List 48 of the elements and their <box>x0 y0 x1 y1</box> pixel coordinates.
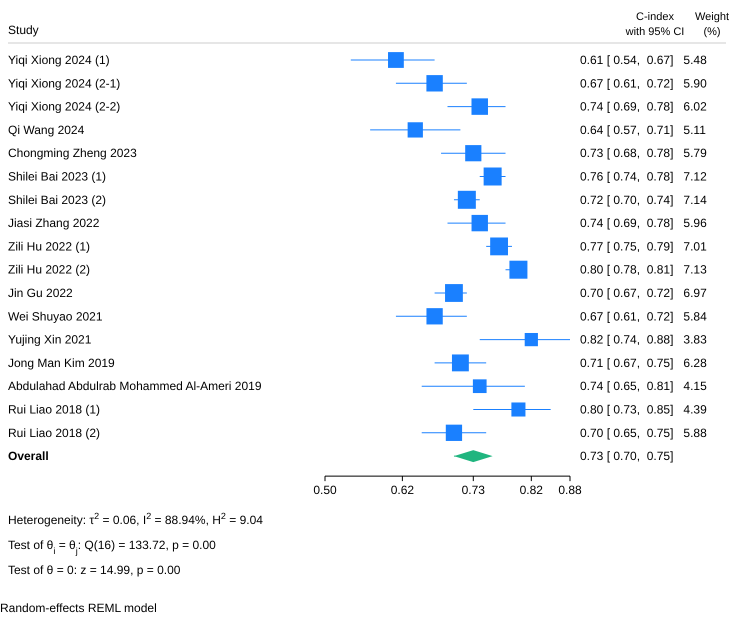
text: Heterogeneity: τ$^{2}$ = 0.06, I$^{2}$ = 88.94%, H$^{2}$ = 9.04 <box>8 511 264 528</box>
y-tick-label: Rui Liao 2018 (2) <box>8 426 100 440</box>
data-label: 0.82 [ 0.74, 0.88] 3.83 <box>580 332 708 347</box>
y-tick-label: Overall <box>8 449 49 464</box>
data-label: 0.77 [ 0.75, 0.79] 7.01 <box>580 239 708 254</box>
data-label: 0.72 [ 0.70, 0.74] 7.14 <box>580 192 708 207</box>
y-axis-title: Study <box>8 23 39 37</box>
x-tick-label: 0.88 <box>558 483 582 498</box>
data-label: 0.74 [ 0.65, 0.81] 4.15 <box>580 379 708 394</box>
text: Weight (%) <box>694 11 730 38</box>
data-label: 0.74 [ 0.69, 0.78] 5.96 <box>580 216 708 230</box>
y-tick-label: Yujing Xin 2021 <box>8 332 92 347</box>
data-label: 0.80 [ 0.78, 0.81] 7.13 <box>580 262 708 277</box>
y-tick-label: Zili Hu 2022 (2) <box>8 262 90 277</box>
data-label: 0.73 [ 0.68, 0.78] 5.79 <box>580 146 708 160</box>
data-label: 0.76 [ 0.74, 0.78] 7.12 <box>580 170 708 184</box>
y-tick-label: Jin Gu 2022 <box>8 286 74 300</box>
x-tick-label: 0.73 <box>462 483 486 498</box>
x-tick-label: 0.62 <box>390 483 414 498</box>
text: Random-effects REML model <box>0 601 157 615</box>
y-tick-label: Jiasi Zhang 2022 <box>8 216 100 230</box>
text: C-index with 95% CI <box>624 11 684 38</box>
y-tick-label: Yiqi Xiong 2024 (2-1) <box>8 76 120 90</box>
y-tick-label: Wei Shuyao 2021 <box>8 309 103 324</box>
y-tick-label: Jong Man Kim 2019 <box>8 356 116 370</box>
y-tick-label: Zili Hu 2022 (1) <box>8 239 90 254</box>
data-label: 0.70 [ 0.67, 0.72] 6.97 <box>580 286 708 300</box>
data-label: 0.64 [ 0.57, 0.71] 5.11 <box>580 122 706 137</box>
data-label: 0.71 [ 0.67, 0.75] 6.28 <box>580 356 708 370</box>
data-label: 0.70 [ 0.65, 0.75] 5.88 <box>580 426 708 440</box>
text: Test of θ = 0: z = 14.99, p = 0.00 <box>8 563 181 578</box>
data-label: 0.67 [ 0.61, 0.72] 5.90 <box>580 76 708 90</box>
data-label: 0.61 [ 0.54, 0.67] 5.48 <box>580 53 708 67</box>
y-tick-label: Yiqi Xiong 2024 (1) <box>8 53 110 67</box>
y-tick-label: Shilei Bai 2023 (1) <box>8 170 106 184</box>
text: Test of θ$_{i}$ = θ$_{j}$: Q(16) = 133.72, p = 0.00 <box>8 538 216 556</box>
y-tick-label: Shilei Bai 2023 (2) <box>8 192 106 207</box>
x-tick-label: 0.50 <box>313 483 337 498</box>
y-tick-label: Chongming Zheng 2023 <box>8 146 138 160</box>
data-label: 0.67 [ 0.61, 0.72] 5.84 <box>580 309 708 324</box>
y-tick-label: Abdulahad Abdulrab Mohammed Al-Ameri 2019 <box>8 379 262 394</box>
y-tick-label: Yiqi Xiong 2024 (2-2) <box>8 100 120 114</box>
x-tick-label: 0.82 <box>520 483 544 498</box>
y-tick-label: Rui Liao 2018 (1) <box>8 402 100 416</box>
data-label: 0.74 [ 0.69, 0.78] 6.02 <box>580 100 708 114</box>
y-tick-label: Qi Wang 2024 <box>8 122 85 137</box>
text: 0.73 [ 0.70, 0.75] <box>580 449 674 464</box>
data-label: 0.80 [ 0.73, 0.85] 4.39 <box>580 402 708 416</box>
